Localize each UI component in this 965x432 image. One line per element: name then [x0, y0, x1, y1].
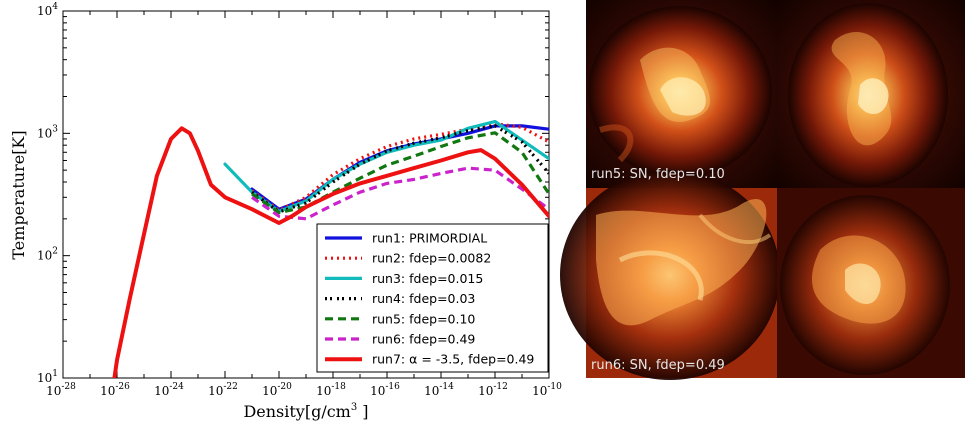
simulation-panels: run5: SN, fdep=0.10 run6: SN, fdep=0.49	[560, 0, 965, 380]
x-tick-label: 10-16	[370, 382, 400, 398]
panel-run6-b	[777, 188, 965, 378]
x-tick-label: 10-12	[478, 382, 508, 398]
x-tick-label: 10-26	[100, 382, 130, 398]
x-tick-label: 10-20	[262, 382, 292, 398]
legend: run1: PRIMORDIAL run2: fdep=0.0082 run3: f…	[316, 223, 549, 373]
x-tick-label: 10-22	[208, 382, 238, 398]
legend-label-5: run5: fdep=0.10	[372, 311, 475, 326]
series-layer	[112, 119, 549, 378]
temperature-density-chart: 10-28 10-26 10-24 10-22 10-20 10-18 10-16 10-14…	[9, 2, 562, 421]
series-line-6	[251, 166, 549, 221]
x-tick-label: 10-28	[46, 382, 76, 398]
x-tick-label: 10-24	[154, 382, 184, 398]
panel-run5-a	[586, 0, 777, 188]
x-axis-ticks: 10-28 10-26 10-24 10-22 10-20 10-18 10-16 10-14…	[46, 11, 562, 398]
series-line-7	[112, 126, 549, 378]
legend-label-3: run3: fdep=0.015	[372, 271, 483, 286]
legend-entries: run1: PRIMORDIAL run2: fdep=0.0082 run3: f…	[325, 231, 534, 367]
legend-label-7: run7: α = -3.5, fdep=0.49	[372, 352, 534, 367]
panel-run6-a	[560, 170, 780, 380]
x-tick-label: 10-14	[424, 382, 454, 398]
x-axis-label: Density[g/cm3 ]	[243, 402, 368, 421]
y-tick-label: 101	[37, 369, 58, 385]
y-axis-label: Temperature[K]	[9, 130, 28, 259]
panel-caption-run5: run5: SN, fdep=0.10	[591, 167, 725, 182]
legend-label-4: run4: fdep=0.03	[372, 291, 475, 306]
legend-label-6: run6: fdep=0.49	[372, 332, 475, 347]
legend-label-1: run1: PRIMORDIAL	[372, 231, 487, 246]
x-tick-label: 10-18	[316, 382, 346, 398]
y-tick-label: 102	[37, 247, 58, 263]
y-tick-label: 104	[37, 2, 58, 18]
x-tick-label: 10-10	[532, 382, 562, 398]
panel-run5-b	[777, 0, 965, 188]
y-tick-label: 103	[37, 124, 58, 140]
legend-label-2: run2: fdep=0.0082	[372, 251, 491, 266]
panel-caption-run6: run6: SN, fdep=0.49	[591, 358, 725, 373]
